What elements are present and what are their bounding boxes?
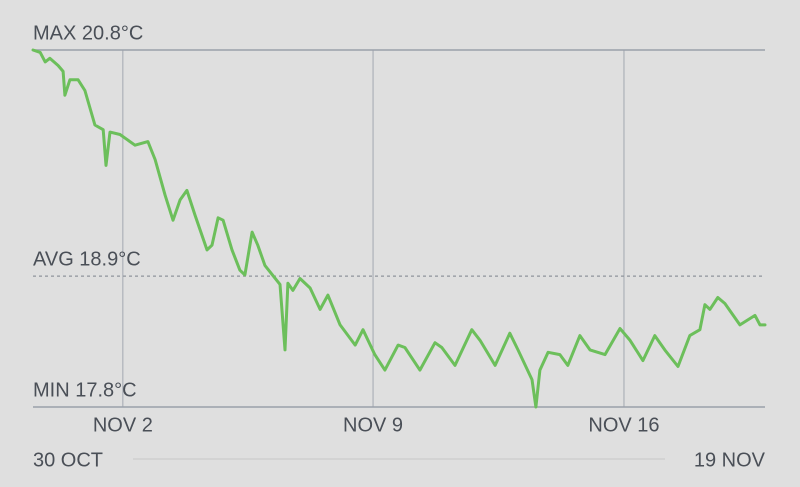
x-tick-label: NOV 16 [588, 414, 659, 436]
reference-label: MAX 20.8°C [33, 22, 143, 44]
x-tick-label: NOV 2 [93, 414, 153, 436]
reference-label: MIN 17.8°C [33, 379, 137, 401]
temperature-line [31, 48, 767, 409]
range-end-label: 19 NOV [694, 449, 766, 471]
range-start-label: 30 OCT [33, 449, 103, 471]
reference-label: AVG 18.9°C [33, 248, 141, 270]
x-tick-label: NOV 9 [343, 414, 403, 436]
